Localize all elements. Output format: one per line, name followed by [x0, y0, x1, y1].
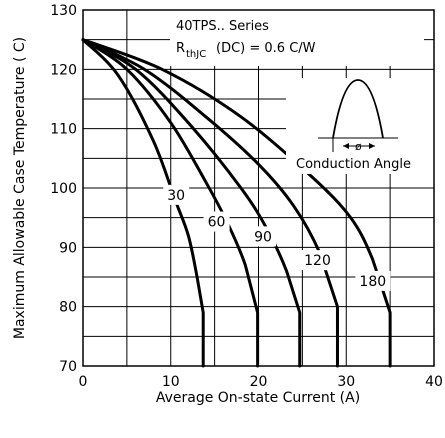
- curve-label-bg: [250, 226, 277, 247]
- inset-label: Conduction Angle: [296, 157, 411, 172]
- rth-prefix: R: [176, 41, 185, 56]
- y-tick-label: 80: [59, 300, 77, 316]
- tick-labels: 0 10 20 30 40 70 80 90 100 110 120 130: [50, 3, 443, 390]
- x-axis-label: Average On-state Current (A): [156, 390, 360, 406]
- curve-label-bg: [163, 184, 190, 205]
- curve-label-bg: [300, 250, 336, 271]
- curve-label-bg: [203, 211, 230, 232]
- y-axis-label: Maximum Allowable Case Temperature ( C): [12, 37, 28, 339]
- curve-label-30: 30: [167, 188, 185, 204]
- phi-symbol: ø: [355, 140, 362, 153]
- curves: [81, 38, 392, 368]
- series-line-30: [81, 38, 205, 368]
- rth-suffix: (DC) = 0.6 C/W: [216, 41, 316, 56]
- series-line-180: [81, 38, 392, 368]
- y-tick-label: 70: [59, 359, 77, 375]
- phi-arrow-left: [343, 143, 349, 149]
- x-tick-label: 20: [250, 374, 268, 390]
- y-tick-label: 130: [50, 3, 77, 19]
- y-tick-label: 110: [50, 122, 77, 138]
- x-tick-label: 30: [337, 374, 355, 390]
- conduction-angle-inset: ø Conduction Angle: [286, 78, 436, 174]
- y-tick-label: 100: [50, 181, 77, 197]
- series-line-60: [81, 38, 260, 368]
- plot-frame: [82, 9, 435, 367]
- y-tick-label: 120: [50, 62, 77, 78]
- curve-labels: 30 60 90 120 180: [163, 184, 391, 291]
- curve-label-60: 60: [208, 215, 226, 231]
- curve-label-120: 120: [304, 253, 331, 269]
- annotation-background: [170, 10, 424, 66]
- y-tick-label: 90: [59, 240, 77, 256]
- x-tick-label: 40: [425, 374, 443, 390]
- x-tick-label: 0: [79, 374, 88, 390]
- waveform-shape: [332, 79, 384, 139]
- series-line-120: [81, 38, 339, 368]
- x-tick-label: 10: [162, 374, 180, 390]
- annotation-box: 40TPS.. Series R thJC (DC) = 0.6 C/W: [170, 10, 424, 66]
- rth-subscript: thJC: [186, 49, 206, 60]
- inset-background: [286, 78, 436, 174]
- curve-label-bg: [355, 270, 391, 291]
- curve-label-90: 90: [254, 229, 272, 245]
- curve-label-180: 180: [359, 274, 386, 290]
- series-title: 40TPS.. Series: [176, 19, 269, 34]
- phi-arrow-right: [369, 143, 375, 149]
